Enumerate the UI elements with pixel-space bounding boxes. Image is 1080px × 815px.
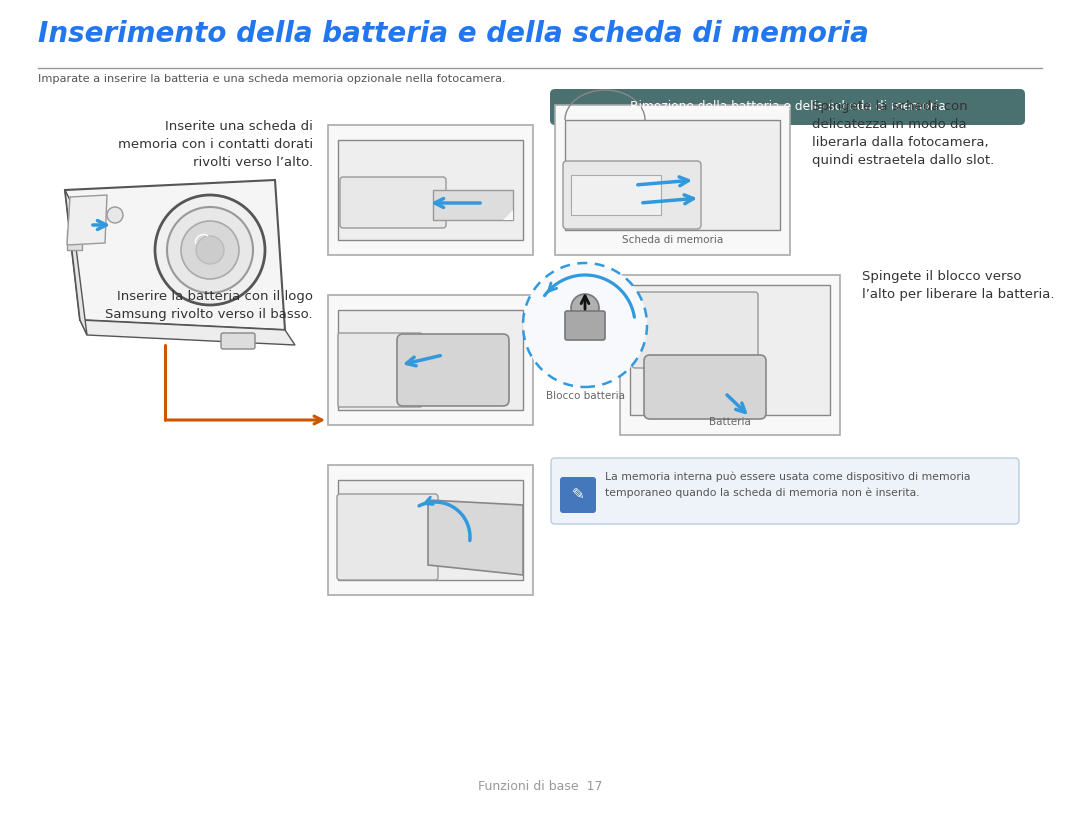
Text: La memoria interna può essere usata come dispositivo di memoria: La memoria interna può essere usata come… (605, 472, 971, 482)
Text: Blocco batteria: Blocco batteria (545, 391, 624, 401)
FancyBboxPatch shape (630, 285, 831, 415)
Polygon shape (433, 190, 513, 220)
Text: delicatezza in modo da: delicatezza in modo da (812, 118, 967, 131)
Bar (555, 105, 789, 255)
Polygon shape (67, 195, 107, 245)
Circle shape (181, 221, 239, 279)
Text: Inserite una scheda di
memoria con i contatti dorati
rivolti verso l’alto.: Inserite una scheda di memoria con i con… (118, 120, 313, 169)
Polygon shape (428, 500, 523, 575)
Text: Rimozione della batteria e della scheda di memoria: Rimozione della batteria e della scheda … (630, 100, 945, 113)
Text: liberarla dalla fotocamera,: liberarla dalla fotocamera, (812, 136, 988, 149)
Circle shape (107, 207, 123, 223)
Circle shape (195, 236, 224, 264)
Text: Spingete la scheda con: Spingete la scheda con (812, 100, 968, 113)
FancyBboxPatch shape (221, 333, 255, 349)
Bar (620, 275, 840, 435)
Bar (328, 465, 534, 595)
Circle shape (167, 207, 253, 293)
FancyBboxPatch shape (397, 334, 509, 406)
FancyBboxPatch shape (340, 177, 446, 228)
Text: ✎: ✎ (571, 487, 584, 503)
FancyBboxPatch shape (632, 292, 758, 368)
FancyBboxPatch shape (644, 355, 766, 419)
FancyBboxPatch shape (338, 333, 422, 407)
Text: Spingete il blocco verso: Spingete il blocco verso (862, 270, 1022, 283)
Text: Scheda di memoria: Scheda di memoria (622, 235, 724, 245)
FancyBboxPatch shape (550, 89, 1025, 125)
FancyBboxPatch shape (338, 480, 523, 580)
Text: Imparate a inserire la batteria e una scheda memoria opzionale nella fotocamera.: Imparate a inserire la batteria e una sc… (38, 74, 505, 84)
Bar (67, 230, 82, 250)
Text: Inserimento della batteria e della scheda di memoria: Inserimento della batteria e della sched… (38, 20, 869, 48)
FancyBboxPatch shape (563, 161, 701, 229)
FancyBboxPatch shape (338, 140, 523, 240)
Polygon shape (65, 190, 87, 335)
Circle shape (523, 263, 647, 387)
Text: Batteria: Batteria (710, 417, 751, 427)
FancyBboxPatch shape (561, 477, 596, 513)
Circle shape (571, 294, 599, 322)
Text: quindi estraetela dallo slot.: quindi estraetela dallo slot. (812, 154, 995, 167)
Polygon shape (503, 210, 513, 220)
FancyBboxPatch shape (338, 310, 523, 410)
Text: l’alto per liberare la batteria.: l’alto per liberare la batteria. (862, 288, 1054, 301)
Text: Funzioni di base  17: Funzioni di base 17 (477, 780, 603, 793)
Text: Inserire la batteria con il logo
Samsung rivolto verso il basso.: Inserire la batteria con il logo Samsung… (106, 290, 313, 321)
Text: temporaneo quando la scheda di memoria non è inserita.: temporaneo quando la scheda di memoria n… (605, 487, 920, 497)
FancyBboxPatch shape (571, 175, 661, 215)
FancyBboxPatch shape (565, 311, 605, 340)
Circle shape (156, 195, 265, 305)
FancyBboxPatch shape (551, 458, 1020, 524)
Polygon shape (65, 180, 285, 330)
FancyBboxPatch shape (565, 120, 780, 230)
Bar (328, 295, 534, 425)
Bar (328, 125, 534, 255)
Polygon shape (80, 320, 295, 345)
FancyBboxPatch shape (337, 494, 438, 580)
